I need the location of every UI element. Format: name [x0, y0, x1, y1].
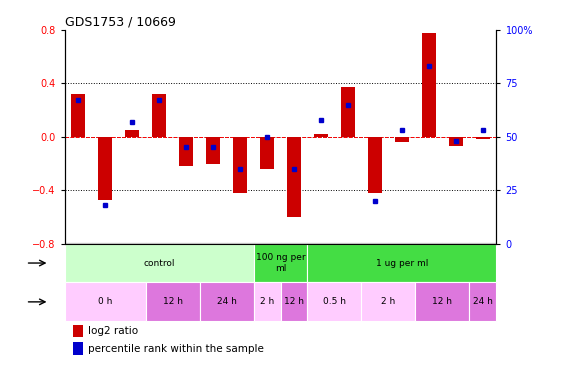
Text: 12 h: 12 h: [433, 297, 453, 306]
Bar: [449, 137, 463, 146]
Text: GDS1753 / 10669: GDS1753 / 10669: [65, 16, 176, 29]
Text: 24 h: 24 h: [473, 297, 493, 306]
Text: 100 ng per
ml: 100 ng per ml: [256, 254, 305, 273]
Bar: [200, 282, 254, 321]
Bar: [341, 87, 356, 137]
Bar: [98, 137, 112, 200]
Bar: [233, 137, 247, 193]
Bar: [178, 137, 194, 166]
Bar: [367, 137, 383, 193]
Text: 1 ug per ml: 1 ug per ml: [376, 258, 428, 267]
Text: percentile rank within the sample: percentile rank within the sample: [88, 344, 264, 354]
Text: 0 h: 0 h: [98, 297, 112, 306]
Bar: [65, 244, 254, 282]
Bar: [361, 282, 416, 321]
Text: 2 h: 2 h: [381, 297, 396, 306]
Bar: [254, 244, 307, 282]
Bar: [394, 137, 410, 142]
Text: 12 h: 12 h: [163, 297, 182, 306]
Bar: [65, 282, 145, 321]
Text: 24 h: 24 h: [217, 297, 236, 306]
Bar: [421, 33, 436, 137]
Bar: [307, 282, 361, 321]
Text: 12 h: 12 h: [284, 297, 304, 306]
Bar: [205, 137, 220, 164]
Text: log2 ratio: log2 ratio: [88, 326, 139, 336]
Text: 0.5 h: 0.5 h: [323, 297, 346, 306]
Bar: [73, 342, 82, 354]
Bar: [280, 282, 307, 321]
Text: control: control: [143, 258, 175, 267]
Bar: [307, 244, 496, 282]
Bar: [71, 94, 85, 137]
Bar: [287, 137, 301, 217]
Bar: [314, 134, 328, 137]
Bar: [73, 325, 82, 337]
Bar: [145, 282, 200, 321]
Bar: [416, 282, 470, 321]
Bar: [151, 94, 167, 137]
Bar: [476, 137, 490, 140]
Bar: [470, 282, 496, 321]
Bar: [125, 130, 140, 137]
Bar: [254, 282, 280, 321]
Text: 2 h: 2 h: [260, 297, 274, 306]
Bar: [260, 137, 274, 169]
